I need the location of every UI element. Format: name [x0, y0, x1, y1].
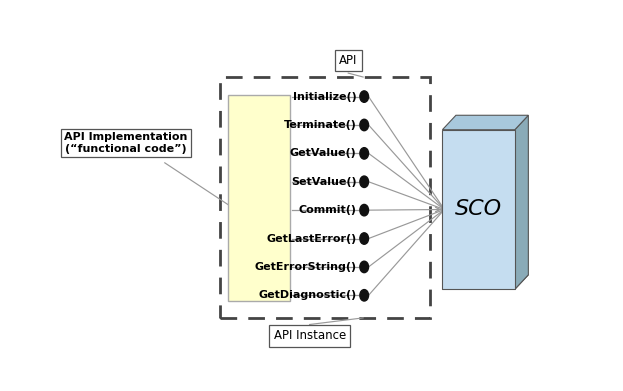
Text: SCO: SCO [455, 199, 502, 219]
Text: GetErrorString(): GetErrorString() [254, 262, 356, 272]
Text: GetDiagnostic(): GetDiagnostic() [258, 290, 356, 300]
Bar [442, 130, 515, 289]
Bar [227, 95, 290, 301]
Ellipse shape [360, 176, 369, 187]
Text: GetLastError(): GetLastError() [266, 233, 356, 244]
Text: Terminate(): Terminate() [283, 120, 356, 130]
Ellipse shape [360, 119, 369, 131]
Ellipse shape [360, 261, 369, 273]
Ellipse shape [360, 204, 369, 216]
Polygon shape [442, 275, 528, 289]
Ellipse shape [360, 91, 369, 102]
Ellipse shape [360, 290, 369, 301]
Polygon shape [442, 115, 528, 130]
Text: Commit(): Commit() [298, 205, 356, 215]
Ellipse shape [360, 148, 369, 159]
Bar [221, 77, 430, 318]
Polygon shape [515, 115, 528, 289]
Ellipse shape [360, 233, 369, 244]
Text: SetValue(): SetValue() [291, 177, 356, 187]
Text: API Instance: API Instance [273, 330, 346, 343]
Text: Initialize(): Initialize() [293, 91, 356, 102]
Text: GetValue(): GetValue() [290, 148, 356, 158]
Text: API: API [339, 54, 358, 67]
Text: API Implementation
(“functional code”): API Implementation (“functional code”) [64, 133, 188, 154]
